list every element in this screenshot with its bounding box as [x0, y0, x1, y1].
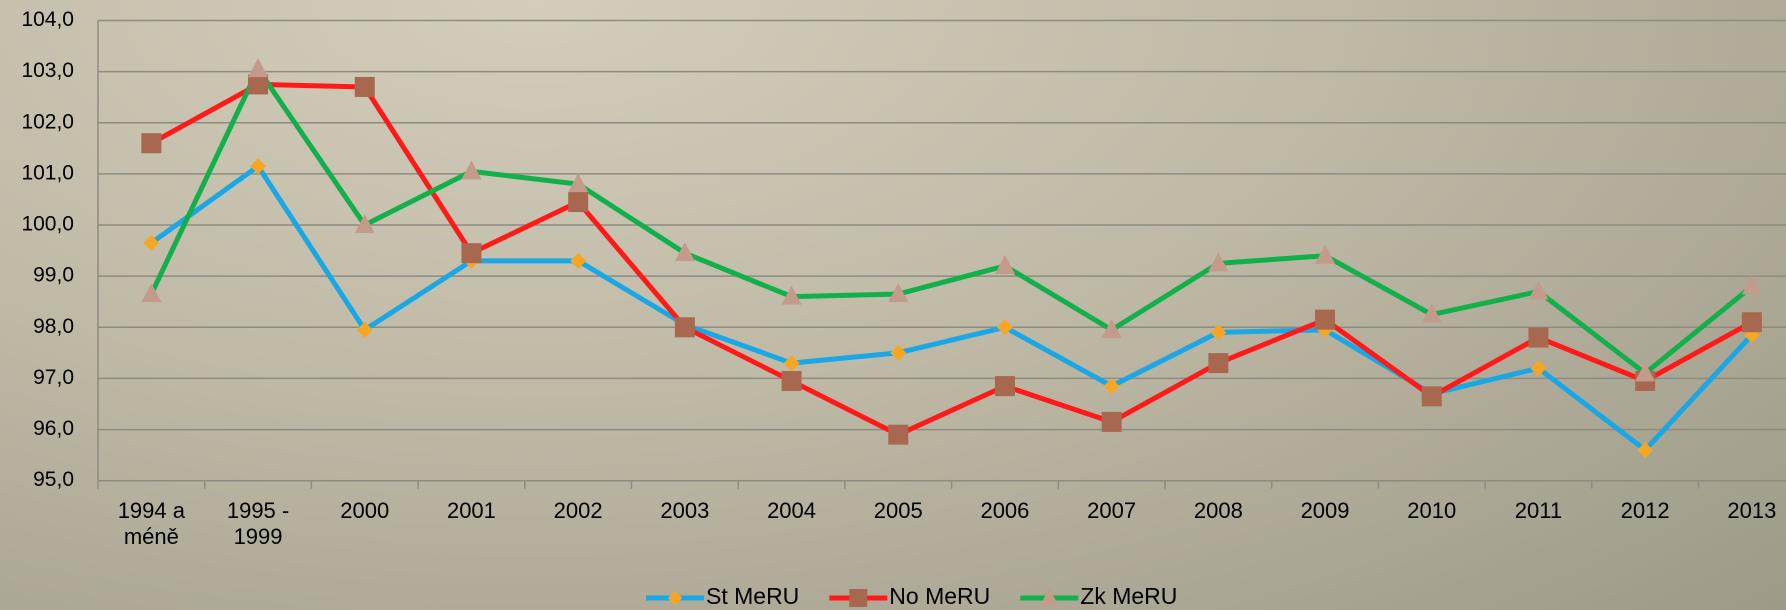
marker — [1635, 362, 1656, 382]
y-tick-label: 101,0 — [21, 161, 74, 184]
marker — [888, 283, 909, 303]
marker — [996, 319, 1013, 336]
marker — [849, 589, 868, 607]
legend: St MeRU No MeRU Zk MeRU — [646, 583, 1177, 609]
x-tick-label: 2013 — [1727, 497, 1777, 523]
x-tick-label: 2003 — [660, 497, 710, 523]
legend-item: No MeRU — [829, 583, 990, 609]
marker — [1741, 312, 1762, 333]
x-tick-label: 1994 a méně — [117, 497, 185, 549]
y-tick-label: 104,0 — [21, 8, 74, 31]
marker — [1741, 275, 1762, 295]
marker — [1040, 588, 1059, 606]
marker — [781, 370, 802, 391]
x-tick-label: 2002 — [553, 497, 603, 523]
marker — [461, 243, 482, 264]
marker — [570, 252, 587, 269]
marker — [356, 321, 373, 338]
y-tick-label: 103,0 — [21, 59, 74, 82]
marker — [667, 590, 683, 606]
x-tick-label: 1995 - 1999 — [226, 497, 290, 549]
marker — [1530, 360, 1547, 377]
marker — [250, 158, 267, 175]
legend-item: St MeRU — [646, 583, 799, 609]
legend-label: St MeRU — [706, 583, 799, 609]
y-tick-label: 96,0 — [33, 417, 74, 440]
marker — [890, 344, 907, 361]
marker — [674, 242, 695, 262]
x-tick-label: 2006 — [980, 497, 1030, 523]
marker — [1103, 378, 1120, 395]
marker — [461, 160, 482, 180]
x-tick-label: 2000 — [340, 497, 390, 523]
legend-label: Zk MeRU — [1080, 583, 1177, 609]
marker — [1421, 386, 1442, 407]
marker — [888, 424, 909, 445]
x-tick-label: 2012 — [1620, 497, 1670, 523]
x-tick-label: 2005 — [873, 497, 923, 523]
marker — [354, 214, 375, 234]
marker — [143, 234, 160, 251]
x-tick-label: 2007 — [1087, 497, 1137, 523]
x-tick-label: 2009 — [1300, 497, 1350, 523]
y-tick-label: 98,0 — [33, 315, 74, 338]
marker — [1637, 442, 1654, 459]
marker — [1101, 318, 1122, 338]
series-line — [149, 163, 1754, 453]
x-tick-label: 2008 — [1193, 497, 1243, 523]
marker — [1528, 280, 1549, 300]
y-tick-label: 102,0 — [21, 110, 74, 133]
x-tick-label: 2001 — [446, 497, 496, 523]
marker — [1208, 353, 1229, 374]
marker — [141, 133, 162, 154]
marker — [1421, 303, 1442, 323]
marker — [1315, 244, 1336, 264]
marker — [783, 355, 800, 372]
marker — [781, 285, 802, 305]
legend-label: No MeRU — [889, 583, 990, 609]
marker — [1210, 324, 1227, 341]
marker — [674, 317, 695, 338]
marker — [568, 173, 589, 193]
marker — [1208, 252, 1229, 272]
y-tick-label: 100,0 — [21, 213, 74, 236]
marker — [141, 283, 162, 303]
series-line — [150, 81, 1754, 438]
y-tick-label: 97,0 — [33, 366, 74, 389]
marker — [248, 58, 269, 78]
y-tick-label: 99,0 — [33, 264, 74, 287]
marker — [1101, 411, 1122, 432]
x-tick-label: 2011 — [1514, 497, 1563, 523]
marker — [568, 192, 589, 213]
marker — [248, 74, 269, 95]
marker — [994, 376, 1015, 397]
series-line — [149, 66, 1754, 376]
legend-item: Zk MeRU — [1020, 583, 1177, 609]
x-tick-label: 2010 — [1407, 497, 1457, 523]
marker — [1528, 327, 1549, 348]
marker — [1315, 309, 1336, 330]
x-tick-label: 2004 — [767, 497, 817, 523]
y-tick-label: 95,0 — [33, 468, 74, 491]
marker — [994, 254, 1015, 274]
marker — [354, 76, 375, 97]
